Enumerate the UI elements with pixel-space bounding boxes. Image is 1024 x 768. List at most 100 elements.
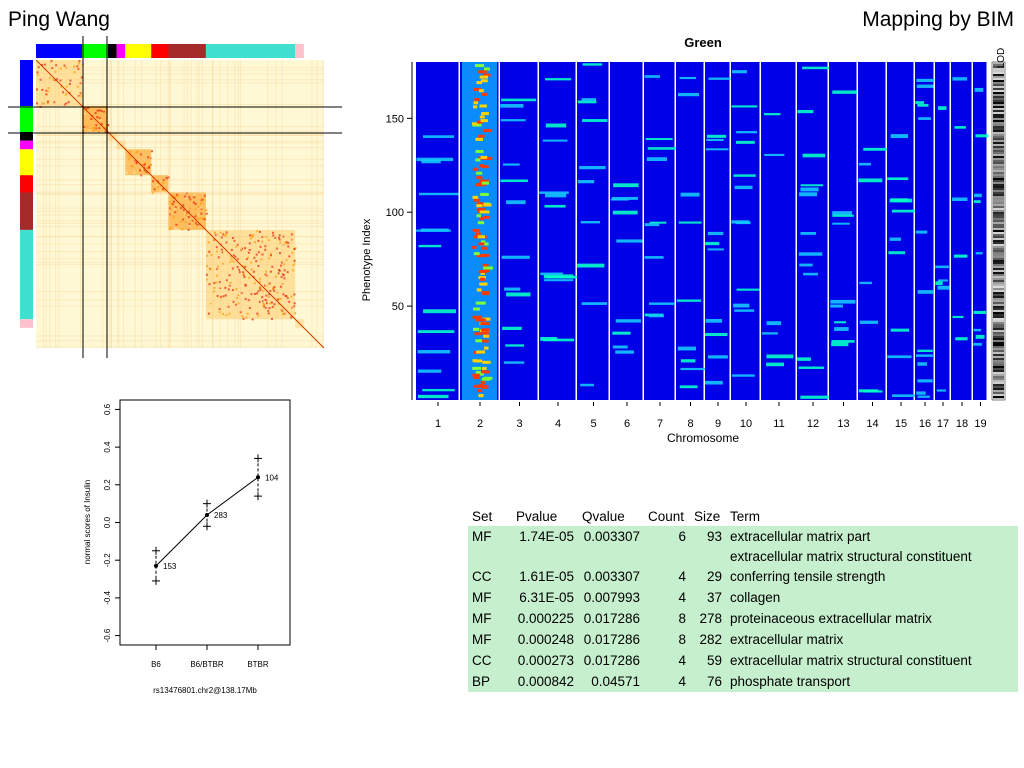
cell-count: 4 xyxy=(644,566,690,587)
module-bar-top-yellow xyxy=(125,44,152,58)
module-bar-left-red xyxy=(20,175,33,193)
cell-qvalue xyxy=(578,547,644,566)
bim-ytick-150: 150 xyxy=(386,113,404,125)
module-bar-top-brown xyxy=(168,44,206,58)
chromosome-label-5: 5 xyxy=(590,418,596,430)
chromosome-panel-10 xyxy=(731,62,760,400)
chromosome-panel-4 xyxy=(539,62,580,400)
module-bar-left-black xyxy=(20,132,33,141)
effect-ytick-0.4: 0.4 xyxy=(103,441,112,453)
cell-set: CC xyxy=(468,566,512,587)
cell-count: 8 xyxy=(644,608,690,629)
cell-term: extracellular matrix xyxy=(726,629,1018,650)
cell-count: 4 xyxy=(644,671,690,692)
go-table-body: MF 1.74E-05 0.003307 6 93 extracellular matri… xyxy=(468,526,1018,692)
cell-set: MF xyxy=(468,608,512,629)
cell-pvalue xyxy=(512,547,578,566)
effect-y-label: normal scores of Insulin xyxy=(83,480,92,564)
effect-marks: 153 283 104 xyxy=(152,454,279,585)
cell-size: 278 xyxy=(690,608,726,629)
chromosome-panel-15 xyxy=(887,62,917,400)
cell-pvalue: 6.31E-05 xyxy=(512,587,578,608)
cell-qvalue: 0.017286 xyxy=(578,650,644,671)
chromosome-label-15: 15 xyxy=(895,418,907,430)
table-row: MF 0.000248 0.017286 8 282 extracellular matr… xyxy=(468,629,1018,650)
chromosome-panel-9 xyxy=(705,62,731,400)
cell-set: MF xyxy=(468,526,512,547)
cell-count: 8 xyxy=(644,629,690,650)
table-row: CC 0.000273 0.017286 4 59 extracellular matri… xyxy=(468,650,1018,671)
module-bar-left-magenta xyxy=(20,140,33,150)
cell-qvalue: 0.04571 xyxy=(578,671,644,692)
cell-qvalue: 0.017286 xyxy=(578,629,644,650)
chromosome-panel-3 xyxy=(500,62,538,400)
module-bar-top-green xyxy=(82,44,108,58)
bim-x-axis: 1 2 3 4 5 6 7 8 9 10 11 12 13 14 15 16 17 18 19 xyxy=(435,402,987,430)
module-bar-left-pink xyxy=(20,319,33,328)
effect-x-label: rs13476801.chr2@138.17Mb xyxy=(153,686,257,695)
effect-category-0: B6 xyxy=(151,660,161,669)
cell-size: 93 xyxy=(690,526,726,547)
chromosome-label-8: 8 xyxy=(687,418,693,430)
cell-size: 76 xyxy=(690,671,726,692)
chromosome-panel-8 xyxy=(676,62,706,400)
table-row: MF 6.31E-05 0.007993 4 37 collagen xyxy=(468,587,1018,608)
cell-pvalue: 0.000248 xyxy=(512,629,578,650)
chromosome-label-4: 4 xyxy=(555,418,561,430)
effect-count-1: 283 xyxy=(214,511,228,520)
lod-strip xyxy=(991,61,1006,401)
col-header-pvalue: Pvalue xyxy=(512,507,578,526)
cell-qvalue: 0.003307 xyxy=(578,566,644,587)
chromosome-panel-13 xyxy=(829,62,857,400)
chromosome-label-19: 19 xyxy=(974,418,986,430)
cell-term: proteinaceous extracellular matrix xyxy=(726,608,1018,629)
chromosome-label-10: 10 xyxy=(740,418,752,430)
cell-size: 37 xyxy=(690,587,726,608)
table-row: CC 1.61E-05 0.003307 4 29 conferring tensile … xyxy=(468,566,1018,587)
effect-y-axis: -0.6 -0.4 -0.2 0.0 0.2 0.4 0.6 xyxy=(103,403,120,642)
cell-count: 4 xyxy=(644,650,690,671)
module-color-bar-left xyxy=(20,60,33,328)
bim-y-axis: 50 100 150 xyxy=(386,62,413,400)
table-row: extracellular matrix structural constitu… xyxy=(468,547,1018,566)
module-bar-left-yellow xyxy=(20,149,33,176)
cell-term: extracellular matrix part xyxy=(726,526,1018,547)
chromosome-label-12: 12 xyxy=(807,418,819,430)
lod-label: LOD xyxy=(996,48,1007,69)
cell-qvalue: 0.017286 xyxy=(578,608,644,629)
module-heatmap xyxy=(8,36,342,358)
effect-ytick-0.2: 0.2 xyxy=(103,479,112,491)
chromosome-panel-14 xyxy=(858,62,890,400)
chromosome-panel-17 xyxy=(935,62,950,400)
effect-point-1: 283 xyxy=(203,499,228,531)
chromosome-label-13: 13 xyxy=(837,418,849,430)
chromosome-panels xyxy=(416,62,989,400)
module-bar-top-magenta xyxy=(116,44,126,58)
effect-category-2: BTBR xyxy=(247,660,269,669)
module-bar-top-turquoise xyxy=(205,44,296,58)
chromosome-label-3: 3 xyxy=(516,418,522,430)
effect-ytick--0.6: -0.6 xyxy=(103,628,112,642)
cell-set: MF xyxy=(468,587,512,608)
cell-set: CC xyxy=(468,650,512,671)
chromosome-panel-5 xyxy=(577,62,609,400)
bim-title: Green xyxy=(684,35,722,50)
chromosome-label-7: 7 xyxy=(657,418,663,430)
chromosome-label-11: 11 xyxy=(773,418,784,430)
effect-x-axis: B6 B6/BTBR BTBR xyxy=(151,645,269,669)
chromosome-panel-18 xyxy=(951,62,972,400)
cell-size: 29 xyxy=(690,566,726,587)
cell-term: conferring tensile strength xyxy=(726,566,1018,587)
slide-title: Mapping by BIM xyxy=(862,8,1014,31)
chromosome-label-18: 18 xyxy=(956,418,968,430)
col-header-qvalue: Qvalue xyxy=(578,507,644,526)
module-bar-top-black xyxy=(108,44,117,58)
chromosome-panel-2 xyxy=(460,62,499,400)
cell-count: 6 xyxy=(644,526,690,547)
table-row: MF 1.74E-05 0.003307 6 93 extracellular matri… xyxy=(468,526,1018,547)
cell-size: 59 xyxy=(690,650,726,671)
cell-pvalue: 1.61E-05 xyxy=(512,566,578,587)
module-bar-top-pink xyxy=(295,44,304,58)
chromosome-label-17: 17 xyxy=(937,418,949,430)
